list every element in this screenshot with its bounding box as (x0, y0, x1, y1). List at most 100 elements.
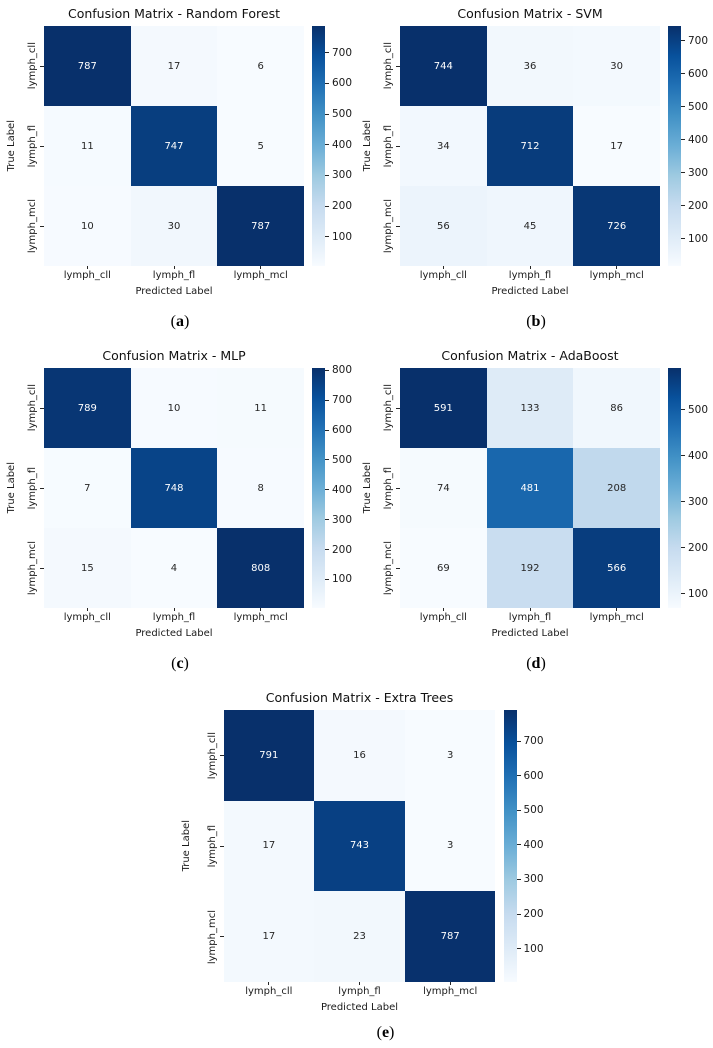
y-tick-mark (40, 567, 44, 569)
colorbar-tick-mark (681, 172, 685, 174)
x-tick-mark (359, 982, 360, 985)
x-tick-label: lymph_fl (508, 270, 552, 281)
heatmap-cell-r2-c2: 566 (573, 528, 660, 608)
heatmap-cell-r2-c2: 787 (217, 186, 304, 266)
x-tick-label: lymph_fl (152, 270, 196, 281)
colorbar-tick-mark (516, 740, 521, 742)
colorbar-tick-mark (516, 844, 521, 846)
colorbar-tick-mark (681, 238, 685, 240)
colorbar-tick-value: 500 (688, 403, 709, 416)
colorbar-tick-value: 700 (523, 735, 544, 748)
colorbar-tick-value: 200 (688, 541, 709, 554)
colorbar-tick-mark (516, 913, 521, 915)
y-tick-mark (219, 845, 224, 847)
y-tick-label: lymph_mcl (27, 540, 38, 596)
heatmap-cell-r2-c2: 726 (573, 186, 660, 266)
x-tick-labels: lymph_cll lymph_fl lymph_mcl (224, 982, 496, 1002)
y-tick-label: lymph_fl (27, 124, 38, 168)
colorbar-tick-value: 500 (523, 804, 544, 817)
x-tick-mark (260, 266, 262, 269)
heatmap-cell-r0-c0: 591 (400, 368, 487, 448)
x-tick-mark (442, 608, 444, 611)
colorbar-tick-value: 700 (332, 46, 353, 59)
heatmap-cell-r2-c0: 17 (223, 891, 315, 982)
colorbar-tick-500: 500 (516, 804, 544, 817)
colorbar-tick-value: 400 (523, 838, 544, 851)
heatmap-cell-r1-c0: 34 (400, 106, 487, 186)
confusion-matrix-panel-e: Confusion Matrix - Extra Trees True Labe… (122, 684, 592, 1048)
colorbar-tick-mark (681, 40, 685, 42)
colorbar-tick-mark (325, 369, 329, 371)
y-tick-mark (396, 487, 400, 489)
colorbar-tick-labels: 100 200 300 400 500 600 700 (516, 710, 592, 982)
y-axis-label-text: True Label (361, 120, 373, 172)
y-axis-label-text: True Label (361, 462, 373, 514)
colorbar-tick-200: 200 (681, 200, 708, 212)
colorbar-tick-value: 300 (332, 169, 353, 182)
y-tick-label: lymph_mcl (206, 909, 218, 964)
colorbar-tick-value: 400 (688, 449, 709, 462)
heatmap-grid: 744 36 30 34 712 17 56 45 726 (400, 26, 660, 266)
y-axis-label-text: True Label (5, 462, 17, 514)
colorbar-tick-value: 300 (688, 495, 709, 508)
colorbar-tick-value: 600 (332, 424, 353, 437)
colorbar (312, 26, 325, 266)
colorbar (503, 710, 517, 982)
colorbar-tick-value: 400 (332, 138, 353, 151)
x-tick-lymph_mcl: lymph_mcl (405, 982, 496, 1002)
caption-paren-open: ( (376, 1024, 382, 1041)
y-tick-label: lymph_cll (27, 42, 38, 90)
colorbar-tick-value: 500 (332, 108, 353, 121)
colorbar-tick-value: 300 (523, 873, 544, 886)
y-axis-label: True Label (180, 710, 194, 982)
colorbar-tick-mark (325, 113, 329, 115)
colorbar-tick-value: 500 (332, 453, 353, 466)
heatmap-cell-r1-c0: 74 (400, 448, 487, 528)
colorbar-tick-mark (325, 459, 329, 461)
y-axis-label: True Label (360, 368, 374, 608)
heatmap-cell-r2-c0: 69 (400, 528, 487, 608)
caption-paren-open: ( (171, 655, 177, 672)
y-tick-lymph_mcl: lymph_mcl (18, 528, 44, 608)
x-tick-label: lymph_mcl (233, 270, 288, 281)
heatmap-cell-r0-c1: 10 (130, 368, 218, 448)
y-axis-label-text: True Label (5, 120, 17, 172)
y-tick-lymph_mcl: lymph_mcl (374, 528, 400, 608)
colorbar-tick-mark (325, 236, 329, 238)
colorbar-tick-value: 100 (332, 573, 353, 586)
heatmap-cell-r0-c2: 3 (404, 710, 496, 801)
subfigure-caption: (e) (180, 1018, 592, 1048)
y-tick-labels: lymph_cll lymph_fl lymph_mcl (18, 26, 44, 266)
x-tick-lymph_mcl: lymph_mcl (573, 608, 660, 628)
x-tick-mark (260, 608, 262, 611)
colorbar-tick-labels: 100 200 300 400 500 (681, 368, 712, 608)
heatmap-cell-r1-c2: 3 (404, 800, 496, 892)
caption-paren-open: ( (170, 313, 176, 330)
y-tick-label: lymph_mcl (383, 198, 394, 254)
x-tick-lymph_cll: lymph_cll (400, 608, 487, 628)
heatmap-cell-r2-c1: 23 (314, 891, 405, 982)
heatmap-cell-r0-c0: 744 (400, 26, 487, 106)
y-tick-mark (396, 145, 400, 147)
x-tick-mark (86, 266, 88, 269)
colorbar-tick-600: 600 (325, 424, 352, 436)
y-tick-mark (396, 407, 400, 409)
colorbar-tick-mark (681, 547, 685, 549)
chart-title: Confusion Matrix - AdaBoost (441, 347, 619, 363)
x-tick-lymph_fl: lymph_fl (131, 266, 218, 286)
heatmap-cell-r1-c2: 208 (573, 448, 660, 528)
subfigure-caption: (c) (4, 644, 356, 684)
heatmap-cell-r2-c1: 30 (130, 186, 218, 266)
x-tick-label: lymph_cll (419, 270, 467, 281)
x-tick-label: lymph_mcl (589, 270, 644, 281)
y-tick-mark (40, 487, 44, 489)
colorbar-tick-value: 100 (688, 232, 709, 245)
y-tick-label: lymph_mcl (383, 540, 394, 596)
caption-paren-open: ( (526, 313, 532, 330)
colorbar-tick-600: 600 (325, 77, 352, 89)
caption-letter: d (531, 655, 541, 672)
colorbar-tick-value: 100 (523, 942, 544, 955)
y-tick-label: lymph_fl (206, 824, 218, 868)
colorbar-tick-200: 200 (681, 542, 708, 554)
colorbar-tick-value: 600 (688, 67, 709, 80)
